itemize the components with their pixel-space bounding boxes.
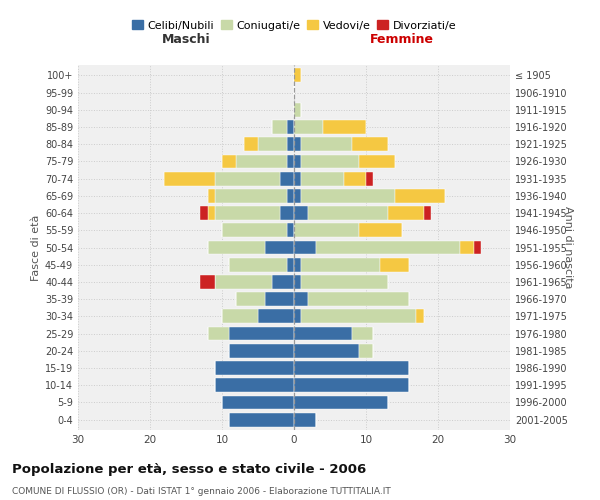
Bar [316,240,460,254]
Bar [308,206,388,220]
Bar [287,189,294,202]
Bar [359,344,373,358]
Bar [294,413,316,426]
Bar [280,172,294,185]
Bar [388,206,424,220]
Bar [244,138,258,151]
Bar [229,258,287,272]
Bar [287,258,294,272]
Bar [301,189,395,202]
Bar [215,189,287,202]
Bar [222,310,258,324]
Bar [301,310,416,324]
Bar [380,258,409,272]
Bar [265,240,294,254]
Bar [301,275,388,289]
Bar [164,172,215,185]
Bar [359,224,402,237]
Bar [265,292,294,306]
Bar [424,206,431,220]
Bar [294,120,323,134]
Y-axis label: Anni di nascita: Anni di nascita [563,206,573,289]
Bar [294,344,359,358]
Bar [200,275,215,289]
Bar [294,396,388,409]
Bar [287,138,294,151]
Bar [294,240,316,254]
Bar [294,189,301,202]
Bar [294,326,352,340]
Bar [215,361,294,375]
Bar [359,154,395,168]
Bar [294,378,409,392]
Bar [215,206,280,220]
Bar [460,240,474,254]
Bar [294,258,301,272]
Bar [294,224,359,237]
Bar [229,413,294,426]
Bar [301,138,352,151]
Bar [272,275,294,289]
Bar [294,361,409,375]
Bar [222,396,294,409]
Text: Femmine: Femmine [370,33,434,46]
Bar [416,310,424,324]
Bar [395,189,445,202]
Bar [344,172,366,185]
Text: Maschi: Maschi [161,33,211,46]
Bar [208,326,229,340]
Bar [272,120,287,134]
Bar [301,154,359,168]
Bar [215,378,294,392]
Bar [323,120,366,134]
Y-axis label: Fasce di età: Fasce di età [31,214,41,280]
Bar [208,189,215,202]
Bar [215,172,280,185]
Bar [222,224,287,237]
Bar [287,154,294,168]
Bar [258,310,294,324]
Bar [215,275,272,289]
Legend: Celibi/Nubili, Coniugati/e, Vedovi/e, Divorziati/e: Celibi/Nubili, Coniugati/e, Vedovi/e, Di… [127,16,461,35]
Bar [287,224,294,237]
Bar [474,240,481,254]
Bar [229,326,294,340]
Bar [294,68,301,82]
Bar [222,154,236,168]
Bar [294,292,308,306]
Bar [294,310,301,324]
Bar [258,138,287,151]
Bar [294,138,301,151]
Bar [294,103,301,117]
Bar [352,138,388,151]
Bar [200,206,208,220]
Bar [301,258,380,272]
Bar [301,172,344,185]
Text: COMUNE DI FLUSSIO (OR) - Dati ISTAT 1° gennaio 2006 - Elaborazione TUTTITALIA.IT: COMUNE DI FLUSSIO (OR) - Dati ISTAT 1° g… [12,488,391,496]
Bar [294,154,301,168]
Bar [352,326,373,340]
Bar [229,344,294,358]
Bar [236,292,265,306]
Bar [236,154,287,168]
Bar [308,292,409,306]
Bar [287,120,294,134]
Text: Popolazione per età, sesso e stato civile - 2006: Popolazione per età, sesso e stato civil… [12,462,366,475]
Bar [294,206,308,220]
Bar [208,206,215,220]
Bar [366,172,373,185]
Bar [208,240,265,254]
Bar [294,275,301,289]
Bar [280,206,294,220]
Bar [294,172,301,185]
